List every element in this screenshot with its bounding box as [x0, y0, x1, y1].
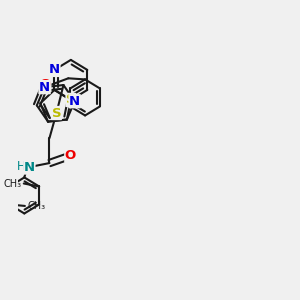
Text: S: S [52, 106, 61, 119]
Text: CH₃: CH₃ [27, 201, 45, 211]
Text: S: S [66, 93, 76, 106]
Text: N: N [49, 63, 60, 76]
Text: CH₃: CH₃ [3, 178, 22, 188]
Text: N: N [39, 81, 50, 94]
Text: N: N [69, 95, 80, 108]
Text: O: O [65, 149, 76, 162]
Text: N: N [24, 161, 35, 174]
Text: O: O [40, 78, 51, 91]
Text: H: H [16, 160, 26, 173]
